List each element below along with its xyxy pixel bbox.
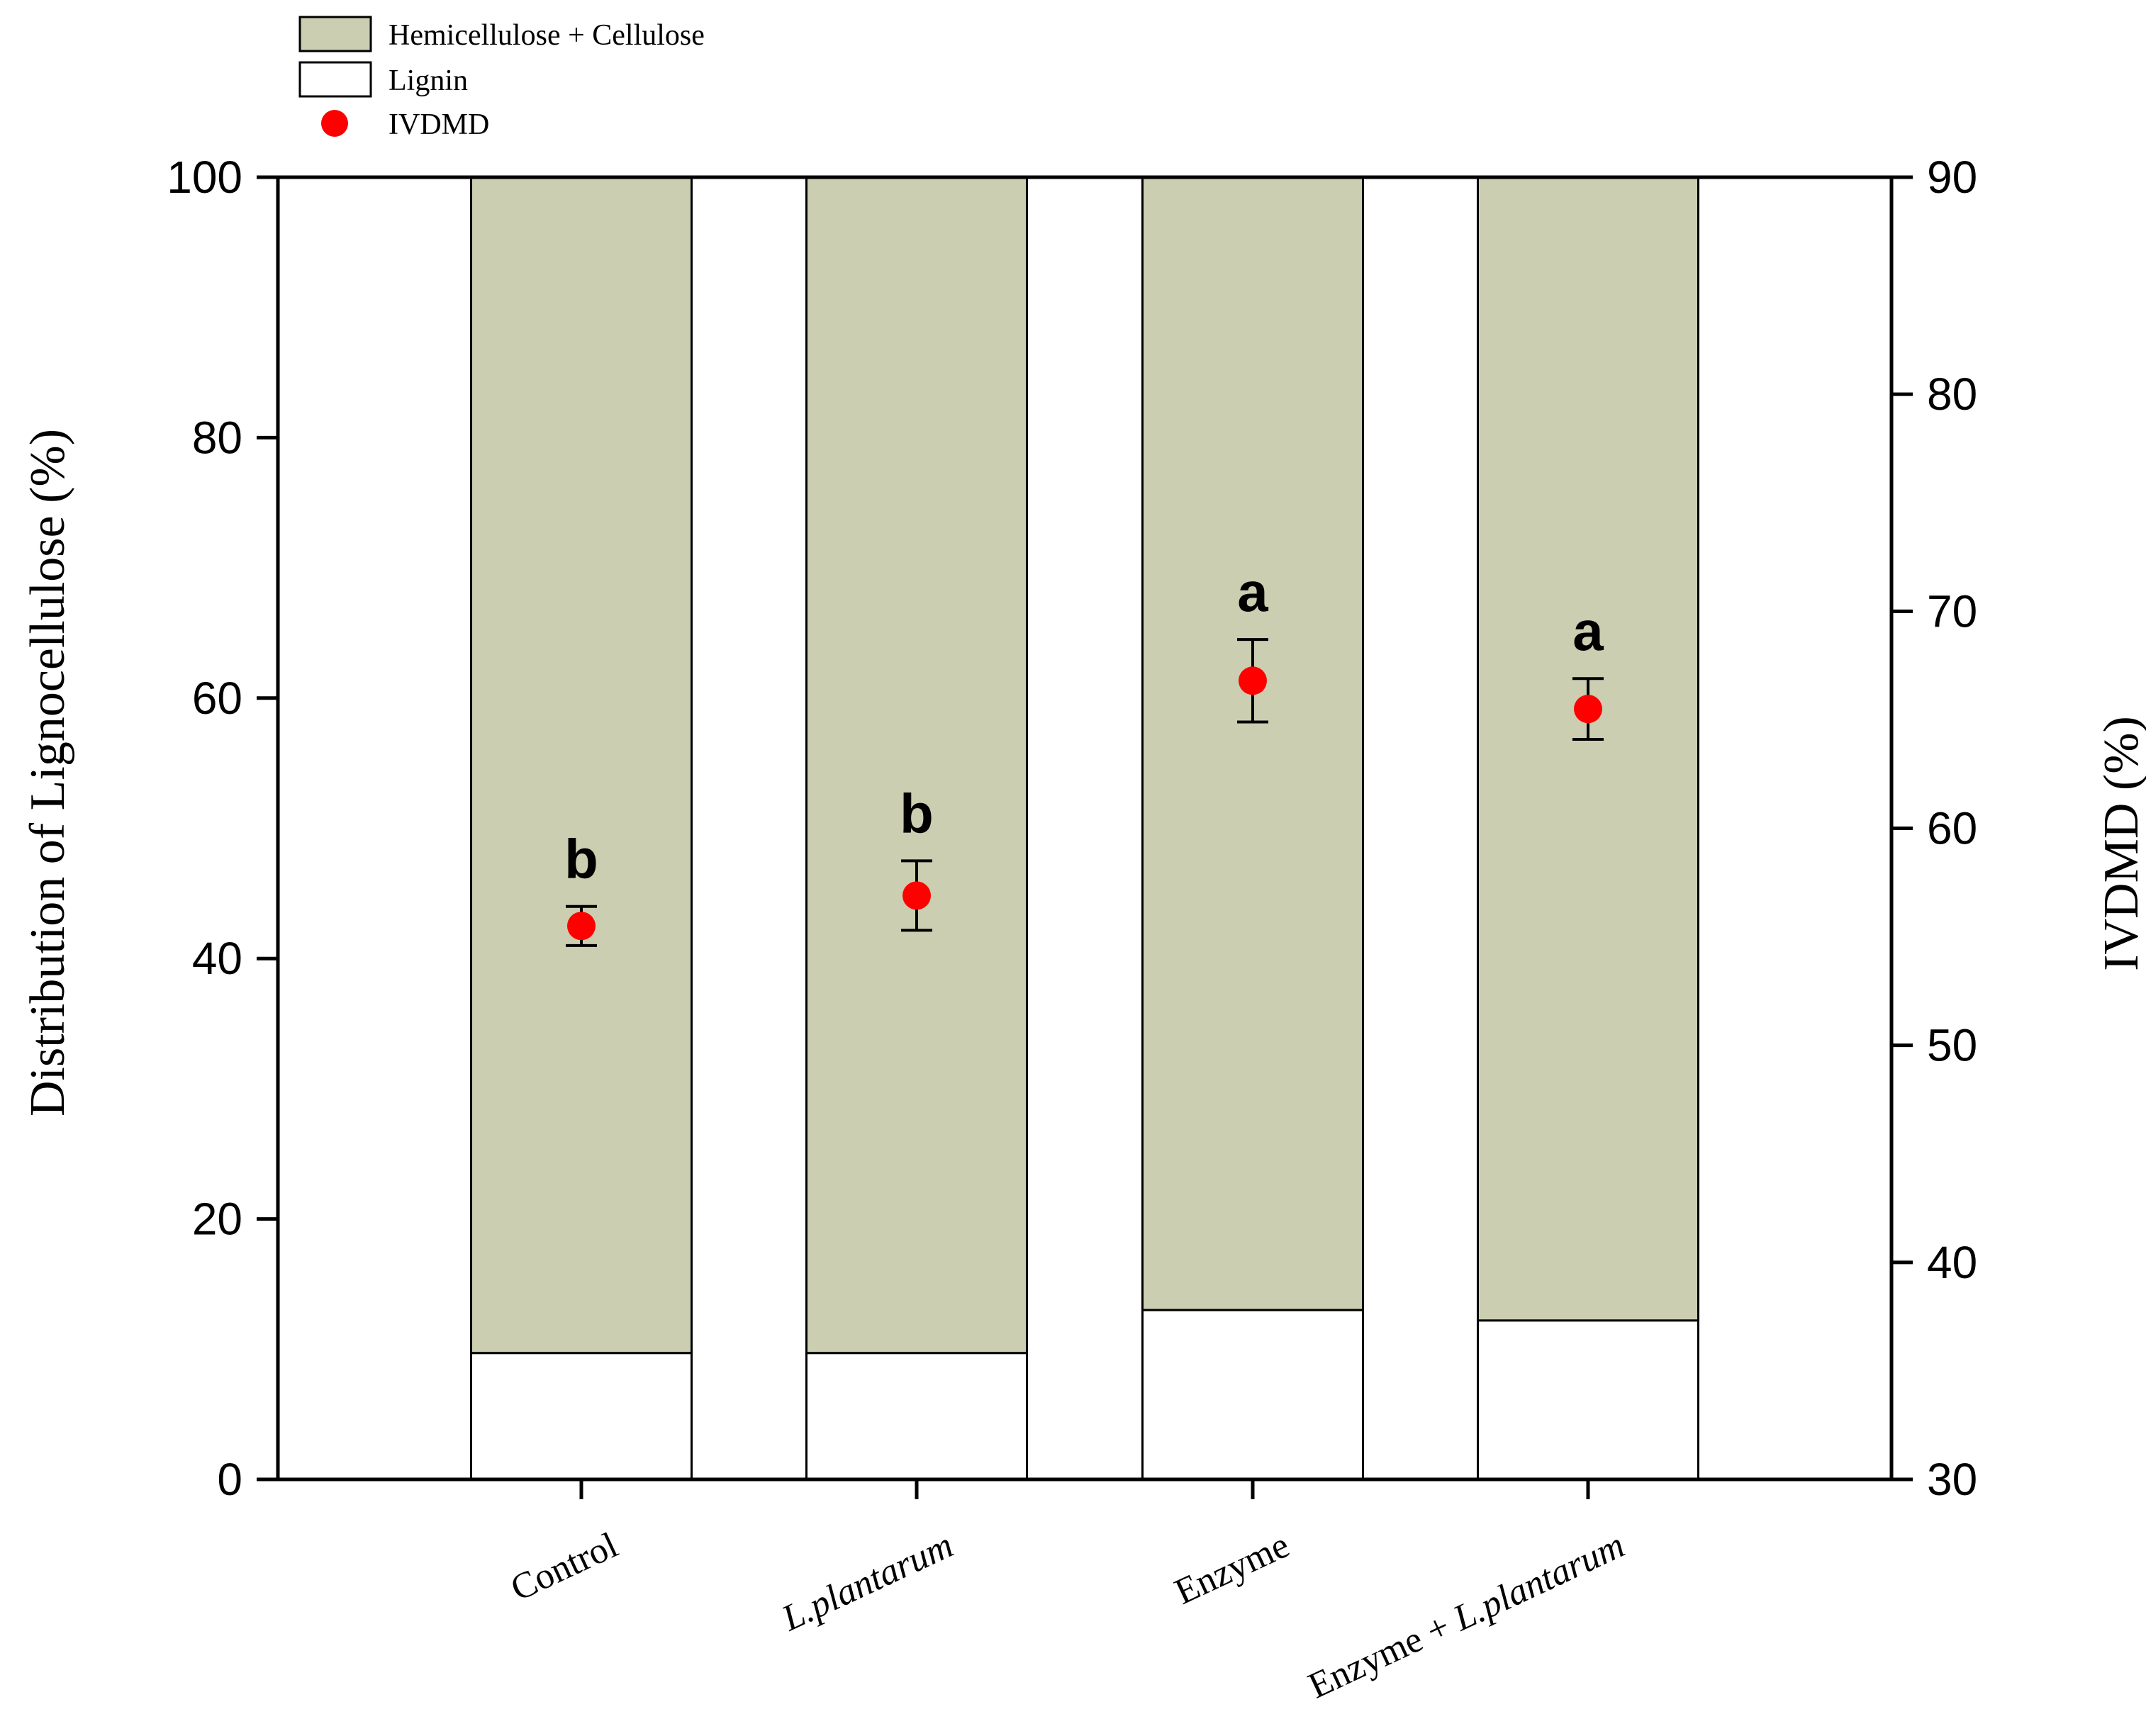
legend-label: IVDMD bbox=[389, 108, 489, 141]
x-tick-label-part: Enzyme + bbox=[1302, 1603, 1465, 1707]
x-tick-label: Enzyme + L.plantarum bbox=[1302, 1525, 1631, 1706]
y2-axis-title: IVDMD (%) bbox=[2094, 716, 2146, 971]
legend-swatch bbox=[298, 61, 372, 98]
ivdmd-point bbox=[902, 881, 931, 910]
significance-letters: b b a a bbox=[564, 561, 1604, 890]
bar-lignin bbox=[805, 1352, 1028, 1481]
y2-tick-label: 50 bbox=[1927, 1020, 1977, 1071]
significance-letter: a bbox=[1237, 561, 1268, 623]
y-tick-label: 40 bbox=[192, 933, 242, 984]
y-tick-label: 0 bbox=[217, 1454, 242, 1505]
y2-tick-label: 90 bbox=[1927, 152, 1977, 203]
ivdmd-points bbox=[566, 638, 1604, 947]
left-y-axis: 0 20 40 60 80 100 bbox=[167, 152, 278, 1505]
legend-label: Lignin bbox=[389, 65, 468, 97]
bar-lignin bbox=[470, 1352, 693, 1481]
bar-lignin bbox=[1477, 1319, 1699, 1481]
y-tick-label: 60 bbox=[192, 673, 242, 724]
y2-tick-label: 80 bbox=[1927, 369, 1977, 420]
x-tick-label: Control bbox=[505, 1525, 624, 1609]
y2-tick-label: 70 bbox=[1927, 586, 1977, 637]
y-tick-label: 100 bbox=[167, 152, 242, 203]
x-tick-label-part: Control bbox=[505, 1525, 624, 1609]
x-tick-label-part: L.plantarum bbox=[1447, 1525, 1631, 1639]
ivdmd-point bbox=[567, 912, 596, 941]
bar-hemicellulose-cellulose bbox=[1141, 176, 1364, 1311]
significance-letter: b bbox=[564, 828, 598, 890]
bar-hemicellulose-cellulose bbox=[1477, 176, 1699, 1322]
bars-layer bbox=[470, 176, 1699, 1481]
right-y-axis: 30 40 50 60 70 80 90 bbox=[1891, 152, 1977, 1505]
legend-label: Hemicellulose + Cellulose bbox=[389, 19, 705, 52]
significance-letter: a bbox=[1572, 600, 1604, 662]
y-tick-label: 80 bbox=[192, 412, 242, 463]
y2-tick-label: 40 bbox=[1927, 1237, 1977, 1288]
x-tick-label: L.plantarum bbox=[776, 1525, 959, 1639]
y-axis-title: Distribution of Lignocellulose (%) bbox=[21, 429, 75, 1116]
y2-tick-label: 60 bbox=[1927, 803, 1977, 854]
bar-hemicellulose-cellulose bbox=[470, 176, 693, 1355]
ivdmd-point bbox=[1574, 695, 1602, 724]
ivdmd-point bbox=[1239, 666, 1267, 695]
bar-hemicellulose-cellulose bbox=[805, 176, 1028, 1355]
x-tick-label-part: L.plantarum bbox=[776, 1525, 959, 1639]
legend: Hemicellulose + Cellulose Lignin IVDMD bbox=[298, 16, 705, 141]
y-tick-label: 20 bbox=[192, 1194, 242, 1245]
significance-letter: b bbox=[900, 782, 934, 844]
legend-swatch-ivdmd bbox=[321, 110, 348, 137]
bar-lignin bbox=[1141, 1309, 1364, 1481]
legend-swatch bbox=[298, 16, 372, 52]
y2-tick-label: 30 bbox=[1927, 1454, 1977, 1505]
x-tick-label-part: Enzyme bbox=[1169, 1525, 1296, 1613]
x-tick-label: Enzyme bbox=[1169, 1525, 1296, 1613]
